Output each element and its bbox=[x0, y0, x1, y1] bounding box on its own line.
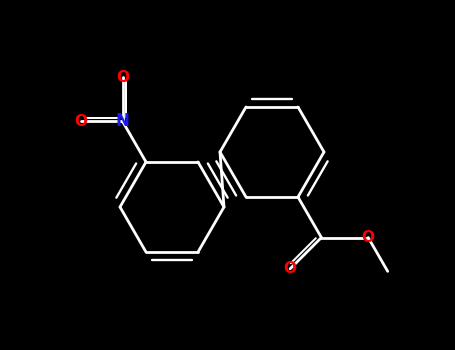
Text: O: O bbox=[283, 261, 297, 276]
Text: O: O bbox=[75, 114, 87, 129]
Text: O: O bbox=[362, 230, 375, 245]
Text: O: O bbox=[116, 70, 129, 85]
Text: N: N bbox=[116, 112, 130, 131]
